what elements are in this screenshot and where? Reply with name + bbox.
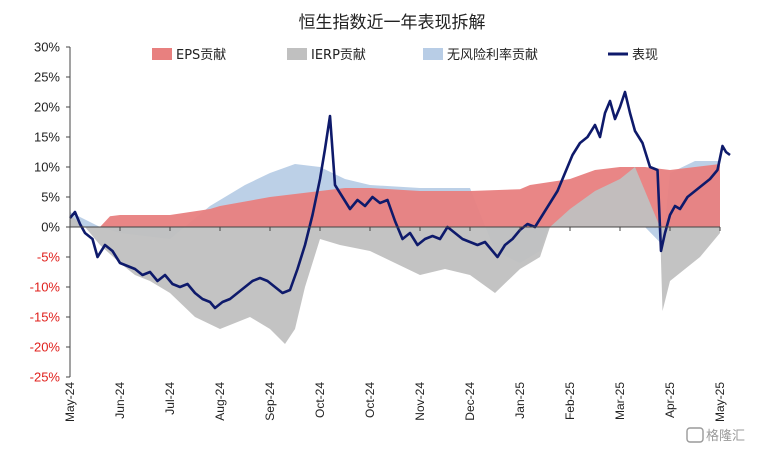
x-tick-label: Sep-24 xyxy=(263,382,277,421)
x-tick-label: Apr-25 xyxy=(663,382,677,418)
legend-label: 表现 xyxy=(632,48,658,63)
y-tick-label: 25% xyxy=(34,70,60,85)
y-tick-label: 10% xyxy=(34,160,60,175)
legend-label: IERP贡献 xyxy=(311,48,366,63)
x-tick-label: Mar-25 xyxy=(613,382,627,420)
x-tick-label: Oct-24 xyxy=(363,382,377,418)
legend-swatch xyxy=(152,48,172,60)
legend-label: 无风险利率贡献 xyxy=(447,47,538,63)
y-tick-label: 15% xyxy=(34,130,60,145)
series-area-1 xyxy=(70,167,720,344)
y-tick-label: 0% xyxy=(41,220,60,235)
legend-swatch xyxy=(287,48,307,60)
legend: EPS贡献 IERP贡献 无风险利率贡献 表现 xyxy=(152,47,658,63)
x-tick-label: Jun-24 xyxy=(113,382,127,419)
x-tick-label: Jan-25 xyxy=(513,382,527,419)
y-axis: 30% 25% 20% 15% 10% 5% 0% -5% -10% -15% -20% -25% xyxy=(30,40,71,385)
legend-swatch xyxy=(423,48,443,60)
y-tick-label: -25% xyxy=(30,370,61,385)
x-tick-label: Jul-24 xyxy=(163,382,177,415)
x-tick-label: Dec-24 xyxy=(463,382,477,421)
y-tick-label: 30% xyxy=(34,40,60,55)
y-tick-label: -15% xyxy=(30,310,61,325)
y-tick-label: -10% xyxy=(30,280,61,295)
watermark-logo-icon xyxy=(686,427,704,443)
x-tick-label: Aug-24 xyxy=(213,382,227,421)
x-tick-label: May-25 xyxy=(713,382,727,422)
x-tick-label: Nov-24 xyxy=(413,382,427,421)
y-tick-label: 20% xyxy=(34,100,60,115)
watermark: 格隆汇 xyxy=(686,427,745,444)
x-axis: May-24 Jun-24 Jul-24 Aug-24 Sep-24 Oct-24 Oct-… xyxy=(63,226,727,422)
x-tick-label: Feb-25 xyxy=(563,382,577,420)
y-tick-label: -20% xyxy=(30,340,61,355)
legend-label: EPS贡献 xyxy=(176,48,226,63)
y-tick-label: 5% xyxy=(41,190,60,205)
series-area-0 xyxy=(70,164,720,227)
x-tick-label: Oct-24 xyxy=(313,382,327,418)
chart-title: 恒生指数近一年表现拆解 xyxy=(299,13,486,33)
y-tick-label: -5% xyxy=(37,250,61,265)
series-line-performance xyxy=(69,90,731,310)
watermark-text: 格隆汇 xyxy=(706,428,745,444)
x-tick-label: May-24 xyxy=(63,382,77,422)
plot-area xyxy=(69,90,731,344)
